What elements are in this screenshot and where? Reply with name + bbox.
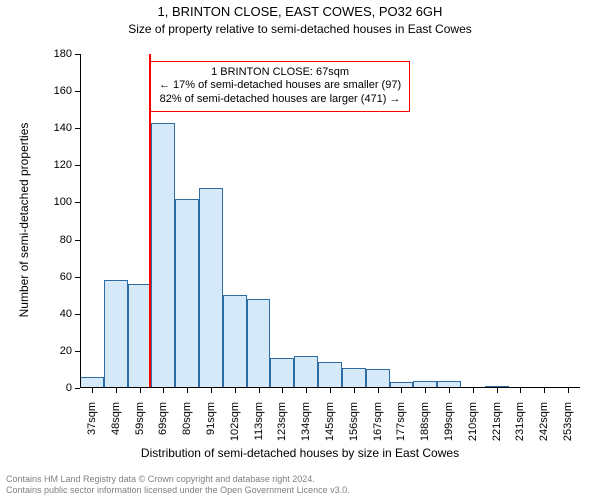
page-subtitle: Size of property relative to semi-detach… bbox=[0, 22, 600, 36]
y-tick-label: 60 bbox=[60, 271, 72, 283]
x-tick-label: 134sqm bbox=[300, 402, 312, 452]
x-tick-label: 167sqm bbox=[372, 402, 384, 452]
y-axis-label: Number of semi-detached properties bbox=[17, 53, 31, 387]
y-tick-label: 180 bbox=[54, 48, 72, 60]
x-tick-label: 145sqm bbox=[324, 402, 336, 452]
x-tick-label: 123sqm bbox=[276, 402, 288, 452]
page-title: 1, BRINTON CLOSE, EAST COWES, PO32 6GH bbox=[0, 4, 600, 19]
y-tick-label: 100 bbox=[54, 196, 72, 208]
y-tick-mark bbox=[75, 54, 80, 55]
histogram-bar bbox=[247, 299, 271, 388]
y-tick-label: 80 bbox=[60, 234, 72, 246]
x-tick-mark bbox=[116, 388, 117, 393]
histogram-bar bbox=[223, 295, 247, 388]
x-tick-label: 242sqm bbox=[538, 402, 550, 452]
info-box-line: 82% of semi-detached houses are larger (… bbox=[159, 93, 401, 107]
x-tick-label: 156sqm bbox=[348, 402, 360, 452]
y-axis bbox=[80, 54, 81, 388]
y-tick-mark bbox=[75, 165, 80, 166]
x-tick-label: 199sqm bbox=[443, 402, 455, 452]
y-tick-label: 0 bbox=[66, 382, 72, 394]
x-tick-label: 48sqm bbox=[110, 402, 122, 452]
x-tick-mark bbox=[306, 388, 307, 393]
y-tick-mark bbox=[75, 91, 80, 92]
x-tick-mark bbox=[187, 388, 188, 393]
x-tick-mark bbox=[401, 388, 402, 393]
x-tick-mark bbox=[425, 388, 426, 393]
info-box-line: 1 BRINTON CLOSE: 67sqm bbox=[159, 66, 401, 80]
histogram-bar bbox=[270, 358, 294, 388]
x-tick-mark bbox=[544, 388, 545, 393]
histogram-bar bbox=[294, 356, 318, 388]
y-tick-mark bbox=[75, 314, 80, 315]
x-tick-mark bbox=[330, 388, 331, 393]
y-tick-label: 160 bbox=[54, 85, 72, 97]
y-tick-mark bbox=[75, 351, 80, 352]
x-tick-label: 231sqm bbox=[514, 402, 526, 452]
x-tick-mark bbox=[520, 388, 521, 393]
y-tick-mark bbox=[75, 202, 80, 203]
x-tick-label: 102sqm bbox=[229, 402, 241, 452]
x-tick-mark bbox=[473, 388, 474, 393]
x-tick-mark bbox=[282, 388, 283, 393]
x-tick-mark bbox=[235, 388, 236, 393]
x-tick-label: 91sqm bbox=[205, 402, 217, 452]
y-tick-label: 20 bbox=[60, 345, 72, 357]
x-tick-mark bbox=[163, 388, 164, 393]
x-tick-label: 113sqm bbox=[253, 402, 265, 452]
footer-attribution: Contains HM Land Registry data © Crown c… bbox=[0, 470, 600, 500]
y-tick-label: 140 bbox=[54, 122, 72, 134]
histogram-bar bbox=[175, 199, 199, 388]
footer-line-1: Contains HM Land Registry data © Crown c… bbox=[6, 474, 594, 485]
x-tick-mark bbox=[568, 388, 569, 393]
x-tick-mark bbox=[259, 388, 260, 393]
x-tick-mark bbox=[449, 388, 450, 393]
x-tick-label: 210sqm bbox=[467, 402, 479, 452]
y-tick-mark bbox=[75, 240, 80, 241]
histogram-bar bbox=[366, 369, 390, 388]
x-tick-mark bbox=[497, 388, 498, 393]
histogram-bar bbox=[342, 368, 366, 388]
x-tick-mark bbox=[211, 388, 212, 393]
histogram-bar bbox=[151, 123, 175, 388]
info-box: 1 BRINTON CLOSE: 67sqm← 17% of semi-deta… bbox=[150, 61, 410, 112]
x-tick-label: 177sqm bbox=[395, 402, 407, 452]
y-tick-label: 120 bbox=[54, 159, 72, 171]
x-tick-mark bbox=[354, 388, 355, 393]
x-tick-label: 80sqm bbox=[181, 402, 193, 452]
histogram-bar bbox=[199, 188, 223, 388]
x-tick-label: 188sqm bbox=[419, 402, 431, 452]
x-tick-label: 221sqm bbox=[491, 402, 503, 452]
x-tick-label: 69sqm bbox=[157, 402, 169, 452]
x-tick-label: 59sqm bbox=[134, 402, 146, 452]
info-box-line: ← 17% of semi-detached houses are smalle… bbox=[159, 79, 401, 93]
x-tick-mark bbox=[378, 388, 379, 393]
y-tick-mark bbox=[75, 388, 80, 389]
y-tick-mark bbox=[75, 277, 80, 278]
footer-line-2: Contains public sector information licen… bbox=[6, 485, 594, 496]
x-tick-mark bbox=[92, 388, 93, 393]
x-tick-label: 253sqm bbox=[562, 402, 574, 452]
y-tick-label: 40 bbox=[60, 308, 72, 320]
histogram-bar bbox=[318, 362, 342, 388]
histogram-bar bbox=[104, 280, 128, 388]
x-tick-label: 37sqm bbox=[86, 402, 98, 452]
x-tick-mark bbox=[140, 388, 141, 393]
y-tick-mark bbox=[75, 128, 80, 129]
histogram-bar bbox=[128, 284, 152, 388]
